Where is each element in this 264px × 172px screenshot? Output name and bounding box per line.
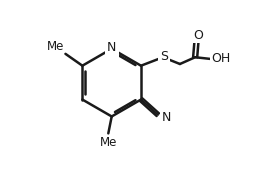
Text: Me: Me <box>47 40 65 53</box>
Text: N: N <box>107 41 116 54</box>
Text: Me: Me <box>100 136 117 149</box>
Text: OH: OH <box>211 52 230 65</box>
Text: N: N <box>161 111 171 124</box>
Text: S: S <box>160 50 168 63</box>
Text: O: O <box>194 29 204 42</box>
